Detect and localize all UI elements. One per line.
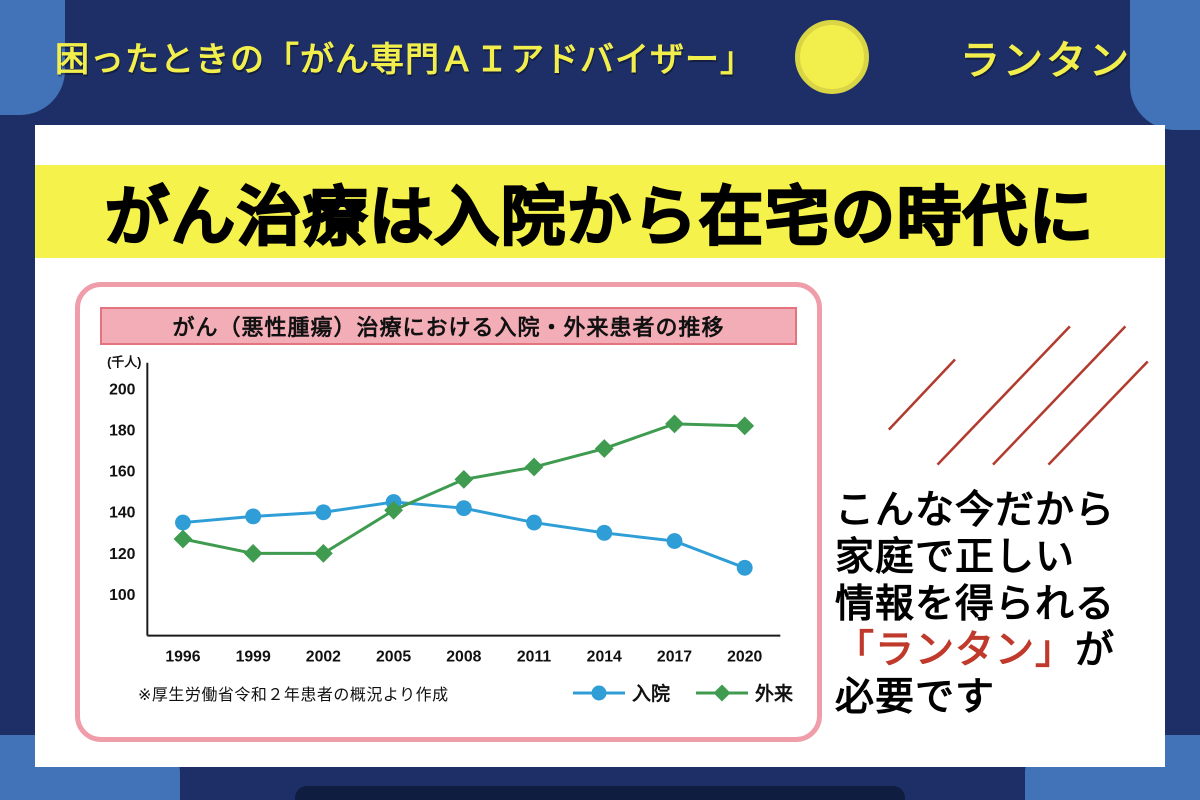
svg-text:(千人): (千人) bbox=[107, 355, 141, 370]
chart-footer: ※厚生労働省令和２年患者の概況より作成 入院 外来 bbox=[80, 679, 817, 706]
content-card: がん治療は入院から在宅の時代に がん（悪性腫瘍）治療における入院・外来患者の推移… bbox=[35, 125, 1165, 767]
line-chart: 100 120 140 160 180 200 (千人) 1996 1999 2002 2005 20… bbox=[107, 355, 780, 665]
svg-text:2008: 2008 bbox=[446, 648, 481, 665]
legend-item: 外来 bbox=[695, 679, 793, 706]
callout-line: 情報を得られる bbox=[835, 582, 1116, 626]
callout-line: 「ランタン」が bbox=[835, 628, 1170, 675]
chart-title: がん（悪性腫瘍）治療における入院・外来患者の推移 bbox=[100, 307, 797, 345]
svg-text:100: 100 bbox=[109, 587, 136, 604]
callout-line: 家庭で正しい bbox=[835, 535, 1076, 579]
header-bar: 困ったときの「がん専門ＡＩアドバイザー」 ランタン bbox=[0, 0, 1200, 110]
callout-text: こんな今だから 家庭で正しい 情報を得られる 「ランタン」が 必要です bbox=[835, 488, 1170, 722]
legend-diamond-marker-icon bbox=[695, 684, 748, 701]
svg-text:2017: 2017 bbox=[656, 648, 691, 665]
right-callout: こんな今だから 家庭で正しい 情報を得られる 「ランタン」が 必要です bbox=[835, 320, 1170, 752]
chart-panel: がん（悪性腫瘍）治療における入院・外来患者の推移 100 120 140 160 180… bbox=[75, 282, 822, 742]
callout-line: こんな今だから bbox=[835, 489, 1116, 532]
legend-label: 入院 bbox=[631, 684, 670, 705]
chart-legend: 入院 外来 bbox=[572, 679, 793, 706]
slash-line bbox=[992, 325, 1127, 466]
svg-text:2014: 2014 bbox=[586, 648, 621, 665]
diagonal-lines-decoration bbox=[887, 325, 1149, 466]
header-title: 困ったときの「がん専門ＡＩアドバイザー」 bbox=[55, 41, 755, 79]
sun-circle-icon bbox=[795, 20, 869, 94]
legend-item: 入院 bbox=[572, 679, 670, 706]
brand-highlight: 「ランタン」 bbox=[835, 629, 1076, 673]
source-note: ※厚生労働省令和２年患者の概況より作成 bbox=[138, 686, 449, 704]
slash-line bbox=[1047, 360, 1149, 466]
svg-text:180: 180 bbox=[109, 422, 136, 439]
svg-text:120: 120 bbox=[109, 546, 136, 563]
headline-banner: がん治療は入院から在宅の時代に bbox=[35, 165, 1165, 258]
bg-corner-top-right bbox=[1130, 0, 1200, 130]
slash-line bbox=[887, 358, 956, 431]
svg-text:2002: 2002 bbox=[305, 648, 340, 665]
legend-circle-marker-icon bbox=[572, 685, 625, 700]
svg-text:2020: 2020 bbox=[727, 648, 762, 665]
callout-suffix: が bbox=[1075, 629, 1116, 673]
legend-label: 外来 bbox=[754, 684, 793, 705]
svg-text:2005: 2005 bbox=[376, 648, 411, 665]
brand-name: ランタン bbox=[960, 39, 1132, 83]
svg-text:1999: 1999 bbox=[235, 648, 270, 665]
callout-line: 必要です bbox=[835, 676, 996, 720]
bg-bottom-strip bbox=[295, 786, 905, 800]
svg-text:2011: 2011 bbox=[516, 648, 551, 665]
svg-text:160: 160 bbox=[109, 464, 136, 481]
svg-text:1996: 1996 bbox=[165, 648, 200, 665]
svg-text:140: 140 bbox=[109, 505, 136, 522]
bg-corner-top-left bbox=[0, 0, 65, 115]
slash-line bbox=[936, 325, 1071, 466]
headline-text: がん治療は入院から在宅の時代に bbox=[104, 179, 1095, 253]
svg-text:200: 200 bbox=[109, 381, 136, 398]
